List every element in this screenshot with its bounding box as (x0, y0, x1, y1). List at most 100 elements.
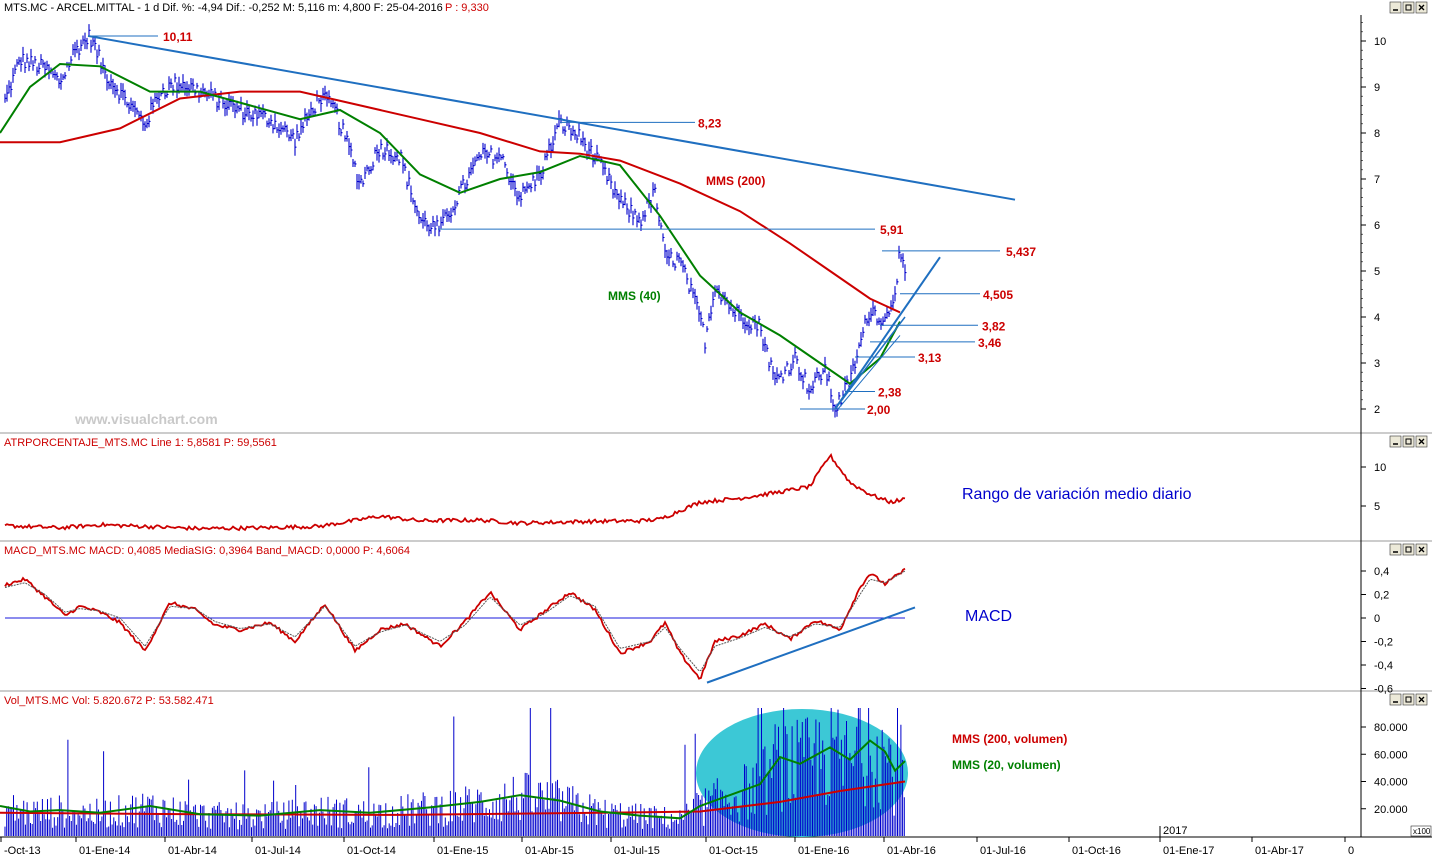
x-tick-label: 01-Oct-15 (709, 845, 758, 857)
minimize-icon (1389, 693, 1402, 706)
minimize-icon (1389, 543, 1402, 556)
macd-line (4, 567, 906, 680)
x-tick-label: 01-Abr-16 (887, 845, 936, 857)
restore-glyph (1405, 696, 1412, 703)
panel-window-buttons (1389, 1, 1428, 706)
level-label: 5,437 (1006, 245, 1036, 259)
corner-badge: x100 (1413, 827, 1431, 836)
level-label: 2,00 (867, 403, 891, 417)
resistance-trendline (87, 34, 1016, 201)
panel1-restore-button[interactable] (1402, 435, 1415, 448)
support-trendline (834, 256, 941, 410)
x-tick-label: 01-Ene-16 (798, 845, 849, 857)
panel3-close-button[interactable] (1415, 693, 1428, 706)
restore-icon (1402, 435, 1415, 448)
x-tick-label: 01-Abr-14 (168, 845, 217, 857)
panel2-restore-button[interactable] (1402, 543, 1415, 556)
restore-glyph (1405, 4, 1412, 11)
level-label: 8,23 (698, 116, 722, 130)
mms200-line (0, 90, 901, 314)
vol-ytick-label: 20.000 (1374, 804, 1408, 816)
atr-panel: 10 5 Rango de variación medio diario (4, 452, 1386, 532)
macd-trendline (706, 606, 916, 684)
x-tick-label: 01-Ene-14 (79, 845, 130, 857)
restore-icon (1402, 543, 1415, 556)
watermark: www.visualchart.com (74, 411, 218, 427)
x-tick-label: 01-Jul-16 (980, 845, 1026, 857)
price-ytick-label: 5 (1374, 266, 1380, 278)
macd-ytick-label: 0,2 (1374, 590, 1389, 602)
x-axis: -Oct-13 01-Ene-14 01-Abr-14 01-Jul-14 01-Oct… (0, 825, 1354, 857)
panel0-restore-button[interactable] (1402, 1, 1415, 14)
price-ytick-label: 3 (1374, 358, 1380, 370)
panel2-close-button[interactable] (1415, 543, 1428, 556)
level-label: 10,11 (163, 30, 193, 44)
restore-icon (1402, 693, 1415, 706)
macd-ytick-label: 0,4 (1374, 566, 1389, 578)
volume-bars (4, 708, 905, 836)
volume-panel: 80.000 60.000 40.000 20.000 MMS (200, volume… (0, 708, 1408, 837)
restore-glyph (1405, 546, 1412, 553)
x-tick-label: 01-Oct-16 (1072, 845, 1121, 857)
atr-line (4, 452, 906, 532)
price-ytick-label: 4 (1374, 312, 1380, 324)
x-tick-label: 01-Abr-17 (1255, 845, 1304, 857)
support-trendline-2 (834, 316, 906, 410)
atr-ytick-label: 10 (1374, 462, 1386, 474)
level-label: 3,13 (918, 351, 942, 365)
panel3-restore-button[interactable] (1402, 693, 1415, 706)
panel2-minimize-button[interactable] (1389, 543, 1402, 556)
level-label: 4,505 (983, 288, 1013, 302)
x-tick-label: 01-Oct-14 (347, 845, 396, 857)
price-ytick-label: 9 (1374, 82, 1380, 94)
price-ytick-label: 2 (1374, 404, 1380, 416)
price-ytick-label: 10 (1374, 36, 1386, 48)
atr-panel-header: ATRPORCENTAJE_MTS.MC Line 1: 5,8581 P: 5… (4, 437, 277, 449)
x-tick-label: 0 (1348, 845, 1354, 857)
restore-glyph (1405, 438, 1412, 445)
support-trendline-3 (837, 335, 901, 410)
level-label: 3,82 (982, 319, 1006, 333)
macd-ytick-label: -0,4 (1374, 660, 1393, 672)
vol-mms20-annotation: MMS (20, volumen) (952, 758, 1061, 772)
vol-ytick-label: 60.000 (1374, 749, 1408, 761)
close-glyph-b (1418, 4, 1425, 11)
x-tick-label: 01-Jul-14 (255, 845, 301, 857)
macd-ytick-label: -0,2 (1374, 637, 1393, 649)
vol-mms200-annotation: MMS (200, volumen) (952, 732, 1067, 746)
panel1-close-button[interactable] (1415, 435, 1428, 448)
vol-ytick-label: 40.000 (1374, 777, 1408, 789)
vol-panel-header: Vol_MTS.MC Vol: 5.820.672 P: 53.582.471 (4, 695, 214, 707)
macd-signal-line (4, 570, 906, 672)
x-year-label: 2017 (1163, 825, 1187, 837)
level-label: 5,91 (880, 223, 904, 237)
macd-ytick-label: -0,6 (1374, 684, 1393, 696)
price-panel-header: MTS.MC - ARCEL.MITTAL - 1 d Dif. %: -4,9… (4, 2, 443, 14)
macd-ytick-label: 0 (1374, 613, 1380, 625)
minimize-icon (1389, 435, 1402, 448)
macd-annotation: MACD (965, 608, 1012, 625)
price-ytick-label: 6 (1374, 220, 1380, 232)
panel3-minimize-button[interactable] (1389, 693, 1402, 706)
mms40-annotation: MMS (40) (608, 289, 661, 303)
mms200-annotation: MMS (200) (706, 174, 765, 188)
price-panel-header-p: P : 9,330 (445, 2, 489, 14)
level-label: 2,38 (878, 386, 902, 400)
panel0-close-button[interactable] (1415, 1, 1428, 14)
vol-ytick-label: 80.000 (1374, 722, 1408, 734)
macd-panel-header: MACD_MTS.MC MACD: 0,4085 MediaSIG: 0,396… (4, 545, 410, 557)
vol-mms20-line (0, 739, 906, 820)
minimize-icon (1389, 1, 1402, 14)
restore-icon (1402, 1, 1415, 14)
mms40-line (0, 62, 901, 385)
x-tick-label: 01-Abr-15 (525, 845, 574, 857)
atr-ytick-label: 5 (1374, 501, 1380, 513)
panel1-minimize-button[interactable] (1389, 435, 1402, 448)
price-ytick-label: 7 (1374, 174, 1380, 186)
close-glyph-b (1418, 438, 1425, 445)
panel0-minimize-button[interactable] (1389, 1, 1402, 14)
macd-panel: 0,4 0,2 0 -0,2 -0,4 -0,6 MACD (4, 566, 1393, 696)
